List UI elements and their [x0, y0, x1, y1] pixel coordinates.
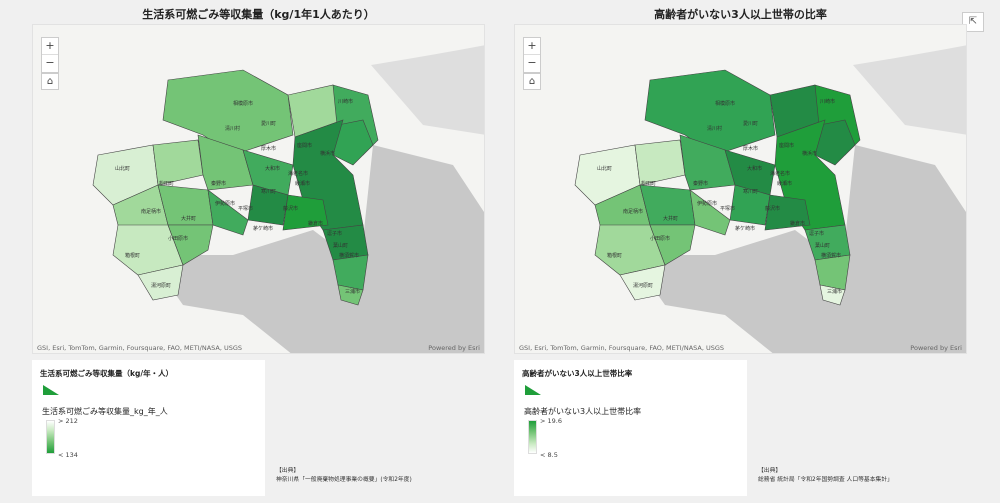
right-attribution: GSI, Esri, TomTom, Garmin, Foursquare, F… — [519, 344, 725, 352]
left-source-text: 神奈川県「一般廃棄物処理事業の概要」(令和2年度) — [276, 477, 412, 483]
map-label: 藤沢市 — [765, 205, 780, 212]
map-label: 大和市 — [265, 165, 280, 172]
map-label: 湯河原町 — [151, 282, 171, 289]
left-map-title: 生活系可燃ごみ等収集量（kg/1年1人あたり） — [142, 8, 375, 21]
left-home-button[interactable]: ⌂ — [41, 73, 59, 90]
map-label: 藤沢市 — [283, 205, 298, 212]
map-label: 寒川町 — [261, 188, 276, 195]
left-source: 【出典】 神奈川県「一般廃棄物処理事業の概要」(令和2年度) — [276, 467, 412, 485]
map-label: 三浦市 — [827, 288, 842, 295]
map-label: 鎌倉市 — [308, 220, 323, 227]
right-legend-title: 高齢者がいない3人以上世帯比率 — [522, 369, 633, 378]
map-label: 相模原市 — [715, 100, 735, 107]
right-map-canvas: 相模原市 川崎市 横浜市 愛川町 清川村 厚木市 海老名市 大和市 座間市 綾瀬… — [574, 45, 966, 353]
map-label: 小田原市 — [168, 235, 188, 242]
map-label: 山北町 — [597, 165, 612, 172]
left-source-label: 【出典】 — [276, 468, 300, 474]
map-label: 大井町 — [181, 215, 196, 222]
left-legend-high: > 212 — [58, 417, 78, 425]
map-label: 平塚市 — [238, 205, 253, 212]
right-legend-field: 高齢者がいない3人以上世帯比率 — [524, 407, 642, 416]
home-icon: ⌂ — [46, 76, 54, 87]
right-map[interactable]: 相模原市 川崎市 横浜市 愛川町 清川村 厚木市 海老名市 大和市 座間市 綾瀬… — [514, 24, 967, 354]
map-label: 横須賀市 — [821, 252, 841, 259]
right-zoom-out-button[interactable]: − — [527, 56, 537, 69]
map-label: 相模原市 — [233, 100, 253, 107]
map-label: 伊勢原市 — [215, 200, 235, 207]
map-label: 愛川町 — [743, 120, 758, 127]
map-label: 横須賀市 — [339, 252, 359, 259]
map-label: 三浦市 — [345, 288, 360, 295]
map-label: 葉山町 — [333, 242, 348, 249]
left-legend-panel: 生活系可燃ごみ等収集量（kg/年・人） 生活系可燃ごみ等収集量_kg_年_人 >… — [32, 360, 265, 496]
map-label: 平塚市 — [720, 205, 735, 212]
left-color-ramp — [46, 420, 55, 454]
right-color-ramp — [528, 420, 537, 454]
map-label: 箱根町 — [125, 252, 140, 259]
map-label: 座間市 — [779, 142, 794, 149]
map-label: 大井町 — [663, 215, 678, 222]
right-source-label: 【出典】 — [758, 468, 782, 474]
left-map[interactable]: 相模原市 川崎市 横浜市 愛川町 清川村 厚木市 海老名市 大和市 座間市 綾瀬… — [32, 24, 485, 354]
map-label: 海老名市 — [288, 170, 308, 177]
right-source: 【出典】 総務省 統計局「令和2年国勢調査 人口等基本集計」 — [758, 467, 893, 485]
map-label: 座間市 — [297, 142, 312, 149]
map-label: 湯河原町 — [633, 282, 653, 289]
map-label: 横浜市 — [802, 150, 817, 157]
map-label: 南足柄市 — [623, 208, 643, 215]
map-label: 綾瀬市 — [295, 180, 310, 187]
home-icon: ⌂ — [528, 76, 536, 87]
map-label: 厚木市 — [743, 145, 758, 152]
map-label: 茅ケ崎市 — [735, 225, 755, 232]
map-label: 秦野市 — [211, 180, 226, 187]
map-label: 愛川町 — [261, 120, 276, 127]
map-label: 松田町 — [159, 180, 174, 187]
map-label: 横浜市 — [320, 150, 335, 157]
left-powered-by[interactable]: Powered by Esri — [428, 344, 480, 352]
map-label: 山北町 — [115, 165, 130, 172]
share-icon: ⇱ — [968, 16, 978, 27]
map-label: 箱根町 — [607, 252, 622, 259]
right-home-button[interactable]: ⌂ — [523, 73, 541, 90]
map-label: 松田町 — [641, 180, 656, 187]
left-legend-title: 生活系可燃ごみ等収集量（kg/年・人） — [40, 369, 174, 378]
right-powered-by[interactable]: Powered by Esri — [910, 344, 962, 352]
map-label: 秦野市 — [693, 180, 708, 187]
left-attribution: GSI, Esri, TomTom, Garmin, Foursquare, F… — [37, 344, 243, 352]
right-legend-panel: 高齢者がいない3人以上世帯比率 高齢者がいない3人以上世帯比率 > 19.6 <… — [514, 360, 747, 496]
right-legend-low: < 8.5 — [540, 451, 558, 459]
left-zoom-control: + − — [41, 37, 59, 73]
left-legend-field: 生活系可燃ごみ等収集量_kg_年_人 — [42, 407, 168, 416]
map-label: 小田原市 — [650, 235, 670, 242]
map-label: 伊勢原市 — [697, 200, 717, 207]
map-label: 南足柄市 — [141, 208, 161, 215]
right-map-title: 高齢者がいない3人以上世帯の比率 — [654, 8, 827, 21]
left-zoom-in-button[interactable]: + — [42, 38, 58, 55]
right-zoom-control: + − — [523, 37, 541, 73]
map-label: 海老名市 — [770, 170, 790, 177]
legend-symbol-icon — [525, 385, 541, 395]
left-zoom-out-button[interactable]: − — [45, 56, 55, 69]
right-source-text: 総務省 統計局「令和2年国勢調査 人口等基本集計」 — [758, 477, 893, 483]
map-label: 葉山町 — [815, 242, 830, 249]
map-label: 川崎市 — [820, 98, 835, 105]
map-label: 寒川町 — [743, 188, 758, 195]
map-label: 茅ケ崎市 — [253, 225, 273, 232]
map-label: 川崎市 — [338, 98, 353, 105]
map-label: 厚木市 — [261, 145, 276, 152]
legend-symbol-icon — [43, 385, 59, 395]
map-label: 清川村 — [707, 125, 722, 132]
map-label: 大和市 — [747, 165, 762, 172]
right-legend-high: > 19.6 — [540, 417, 562, 425]
left-legend-low: < 134 — [58, 451, 78, 459]
right-zoom-in-button[interactable]: + — [524, 38, 540, 55]
left-map-canvas: 相模原市 川崎市 横浜市 愛川町 清川村 厚木市 海老名市 大和市 座間市 綾瀬… — [92, 45, 484, 353]
map-label: 逗子市 — [327, 230, 342, 237]
map-label: 清川村 — [225, 125, 240, 132]
map-label: 鎌倉市 — [790, 220, 805, 227]
map-label: 逗子市 — [809, 230, 824, 237]
map-label: 綾瀬市 — [777, 180, 792, 187]
share-button[interactable]: ⇱ — [962, 12, 984, 32]
